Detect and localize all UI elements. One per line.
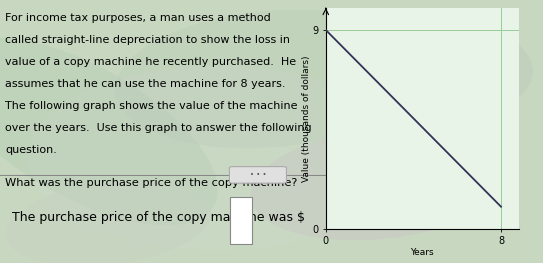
Text: For income tax purposes, a man uses a method: For income tax purposes, a man uses a me… [5,13,271,23]
Text: The following graph shows the value of the machine: The following graph shows the value of t… [5,101,298,111]
X-axis label: Years: Years [411,248,434,257]
Text: • • •: • • • [250,172,266,178]
Bar [230,197,252,245]
FancyBboxPatch shape [230,167,287,183]
Ellipse shape [6,180,211,263]
Y-axis label: Value (thousands of dollars): Value (thousands of dollars) [302,55,311,181]
Text: over the years.  Use this graph to answer the following: over the years. Use this graph to answer… [5,123,312,133]
Text: assumes that he can use the machine for 8 years.: assumes that he can use the machine for … [5,79,286,89]
Text: question.: question. [5,145,58,155]
Ellipse shape [251,128,509,240]
Ellipse shape [0,38,218,225]
Text: value of a copy machine he recently purchased.  He: value of a copy machine he recently purc… [5,57,296,67]
Ellipse shape [27,66,407,250]
Text: The purchase price of the copy machine was $: The purchase price of the copy machine w… [12,211,306,224]
Ellipse shape [115,10,428,148]
Text: What was the purchase price of the copy machine?: What was the purchase price of the copy … [5,178,298,188]
Ellipse shape [336,15,533,117]
Text: called straight-line depreciation to show the loss in: called straight-line depreciation to sho… [5,35,291,45]
